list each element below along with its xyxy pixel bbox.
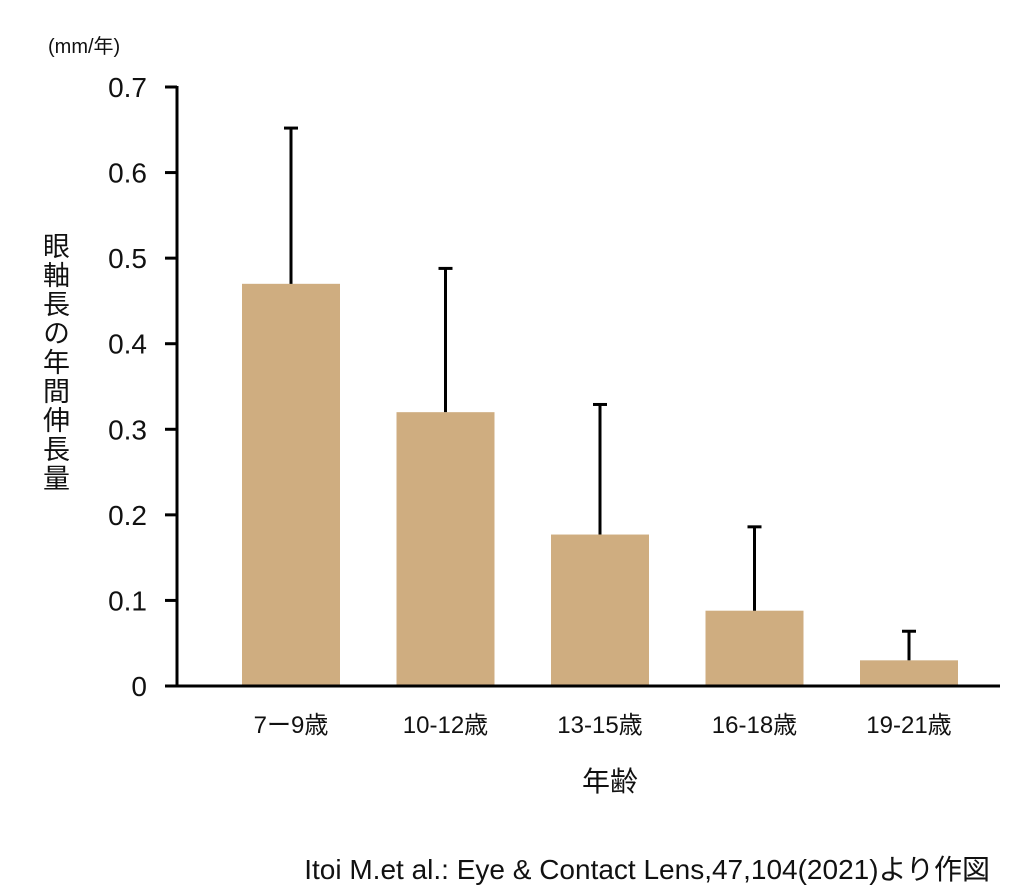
x-tick-label: 16-18歳 (712, 712, 797, 739)
x-tick-label: 19-21歳 (866, 712, 951, 739)
y-tick-label: 0.2 (108, 500, 147, 531)
y-tick-label: 0.1 (108, 585, 147, 616)
bar (396, 412, 495, 686)
x-tick-label: 13-15歳 (557, 712, 642, 739)
x-axis-title: 年齢 (581, 766, 638, 797)
y-axis-unit-label: (mm/年) (48, 36, 121, 58)
source-citation: Itoi M.et al.: Eye & Contact Lens,47,104… (304, 854, 990, 885)
y-tick-label: 0.7 (108, 72, 147, 103)
x-tick-label: 7ー9歳 (254, 712, 329, 739)
bar (551, 534, 649, 686)
y-tick-label: 0.6 (108, 158, 147, 189)
y-tick-label: 0.4 (108, 329, 147, 360)
bar (860, 660, 958, 686)
bar (242, 283, 340, 686)
y-tick-label: 0 (131, 671, 147, 702)
y-axis-title: 眼軸長の年間伸長量 (39, 232, 69, 493)
bar (705, 610, 804, 686)
y-tick-label: 0.3 (108, 414, 147, 445)
x-tick-label: 10-12歳 (403, 712, 488, 739)
y-tick-label: 0.5 (108, 243, 147, 274)
